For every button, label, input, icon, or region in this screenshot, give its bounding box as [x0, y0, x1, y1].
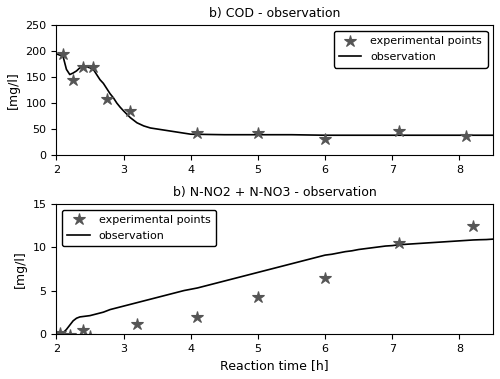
experimental points: [67, 332, 73, 337]
Line: experimental points: experimental points: [57, 47, 472, 146]
observation: [90, 67, 96, 72]
observation: [390, 133, 396, 138]
observation: [248, 272, 254, 276]
observation: [188, 132, 194, 136]
observation: [80, 64, 86, 69]
observation: [117, 105, 123, 110]
Y-axis label: [mg/l]: [mg/l]: [7, 71, 20, 109]
observation: [134, 121, 140, 125]
observation: [77, 66, 83, 70]
experimental points: [255, 131, 261, 135]
observation: [110, 96, 116, 100]
observation: [255, 132, 261, 137]
observation: [97, 77, 103, 82]
observation: [104, 86, 110, 91]
X-axis label: Reaction time [h]: Reaction time [h]: [220, 359, 329, 372]
experimental points: [322, 275, 328, 280]
observation: [67, 72, 73, 77]
experimental points: [134, 322, 140, 327]
experimental points: [80, 328, 86, 333]
observation: [70, 71, 76, 75]
experimental points: [194, 315, 200, 319]
observation: [74, 69, 80, 73]
observation: [140, 124, 146, 128]
experimental points: [56, 330, 62, 335]
Legend: experimental points, observation: experimental points, observation: [334, 31, 488, 67]
observation: [100, 81, 106, 86]
experimental points: [60, 52, 66, 56]
observation: [54, 332, 60, 336]
observation: [114, 101, 120, 105]
experimental points: [128, 109, 134, 113]
observation: [128, 115, 134, 120]
experimental points: [70, 77, 76, 82]
observation: [490, 237, 496, 241]
Y-axis label: [mg/l]: [mg/l]: [14, 250, 27, 288]
observation: [64, 67, 70, 72]
experimental points: [322, 137, 328, 142]
observation: [60, 54, 66, 59]
observation: [107, 91, 113, 96]
Line: observation: observation: [56, 54, 493, 135]
observation: [120, 109, 126, 113]
experimental points: [80, 64, 86, 69]
observation: [84, 64, 89, 69]
observation: [94, 72, 100, 77]
observation: [456, 133, 462, 138]
observation: [168, 129, 173, 133]
observation: [87, 66, 93, 70]
experimental points: [396, 241, 402, 245]
observation: [161, 128, 167, 132]
observation: [356, 133, 362, 138]
observation: [423, 133, 429, 138]
Line: experimental points: experimental points: [54, 219, 479, 342]
observation: [154, 295, 160, 300]
observation: [490, 133, 496, 138]
Title: b) COD - observation: b) COD - observation: [209, 7, 340, 20]
experimental points: [255, 294, 261, 299]
observation: [288, 132, 294, 137]
observation: [174, 130, 180, 135]
experimental points: [104, 97, 110, 101]
experimental points: [470, 224, 476, 228]
observation: [463, 238, 469, 243]
observation: [181, 131, 187, 135]
Title: b) N-NO2 + N-NO3 - observation: b) N-NO2 + N-NO3 - observation: [173, 186, 376, 199]
observation: [54, 52, 60, 56]
experimental points: [90, 64, 96, 69]
Legend: experimental points, observation: experimental points, observation: [62, 210, 216, 246]
Line: observation: observation: [56, 239, 493, 334]
observation: [322, 133, 328, 138]
experimental points: [463, 133, 469, 138]
observation: [302, 258, 308, 263]
observation: [60, 330, 66, 335]
experimental points: [87, 333, 93, 338]
observation: [222, 132, 228, 137]
observation: [154, 127, 160, 131]
experimental points: [194, 131, 200, 135]
observation: [194, 286, 200, 290]
experimental points: [396, 128, 402, 133]
observation: [148, 126, 154, 130]
